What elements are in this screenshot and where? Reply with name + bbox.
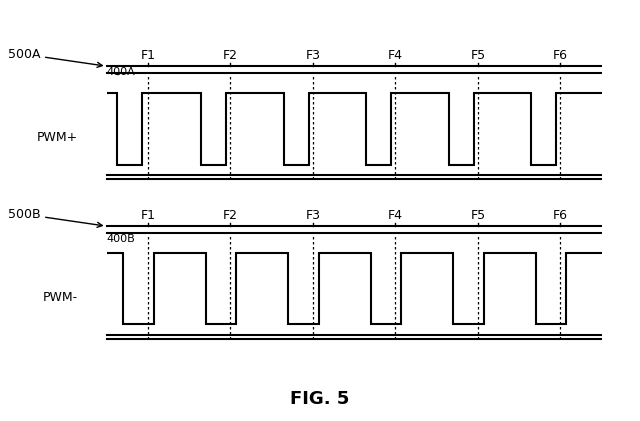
Text: PWM-: PWM-	[42, 291, 77, 304]
Text: F4: F4	[388, 49, 403, 62]
Text: 400B: 400B	[106, 234, 135, 244]
Text: F6: F6	[553, 49, 568, 62]
Text: F3: F3	[305, 49, 320, 62]
Text: F3: F3	[305, 209, 320, 222]
Text: 400A: 400A	[106, 67, 135, 77]
Text: F5: F5	[470, 209, 485, 222]
Text: F2: F2	[223, 49, 238, 62]
Text: 500B: 500B	[8, 208, 102, 227]
Text: F5: F5	[470, 49, 485, 62]
Text: F2: F2	[223, 209, 238, 222]
Text: 500A: 500A	[8, 48, 102, 67]
Text: F4: F4	[388, 209, 403, 222]
Text: F6: F6	[553, 209, 568, 222]
Text: F1: F1	[140, 209, 156, 222]
Text: FIG. 5: FIG. 5	[291, 390, 349, 408]
Text: F1: F1	[140, 49, 156, 62]
Text: PWM+: PWM+	[36, 131, 77, 144]
